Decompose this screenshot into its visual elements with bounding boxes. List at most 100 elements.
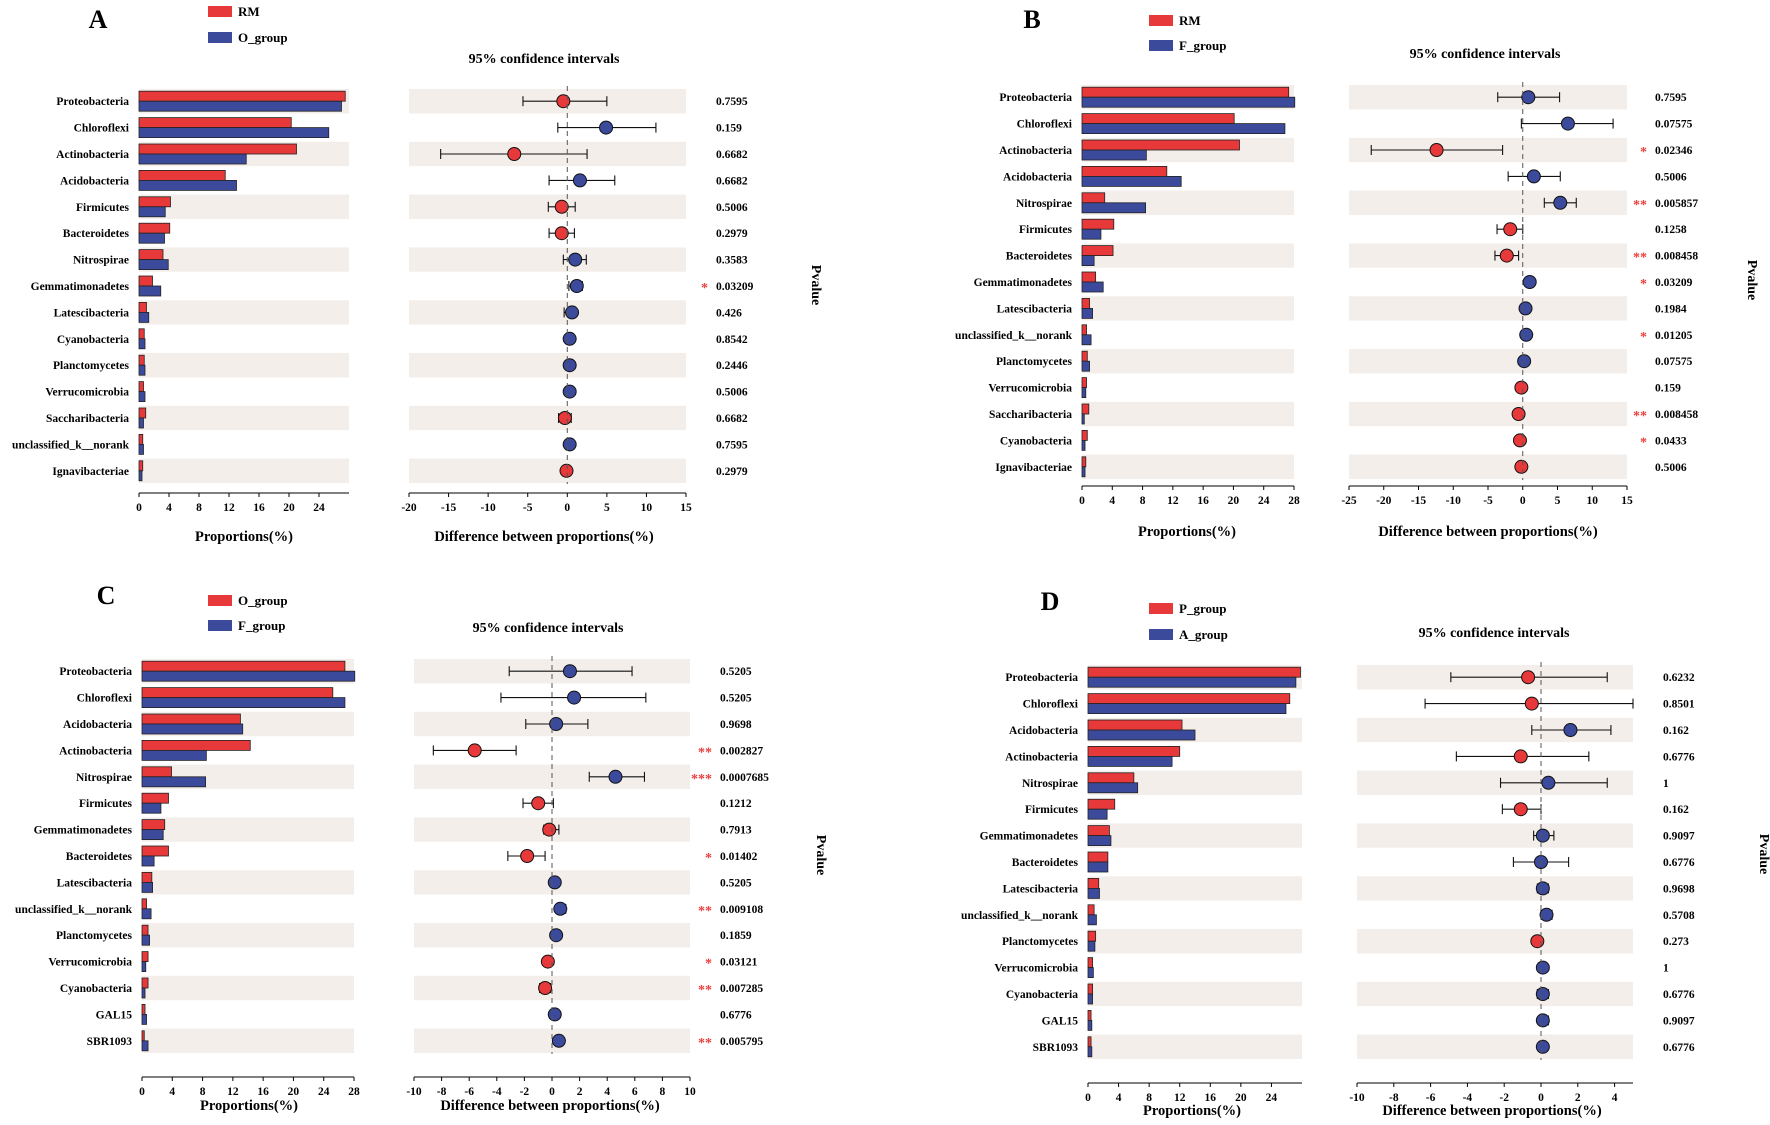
prop-tick-label: 4 [166,502,172,514]
bar-p_group [1087,983,1093,995]
prop-tick-label: 8 [1140,495,1146,507]
pvalue-label: 0.005857 [1655,198,1698,210]
stripe [1357,876,1633,901]
bar-f_group [1081,228,1102,240]
prop-tick-label: 12 [1174,1092,1186,1104]
category-label: Bacteroidetes [63,228,130,240]
pvalue-label: 0.03121 [720,957,758,969]
category-label: unclassified_k__norank [955,330,1073,342]
diff-point [531,796,546,811]
diff-tick-label: 0 [1520,495,1526,507]
prop-tick-label: 24 [313,502,325,514]
bar-rm [1081,245,1114,257]
category-label: Verrucomicrobia [48,957,132,969]
bar-rm [138,249,164,261]
diff-axis-title: Difference between proportions(%) [1378,524,1598,540]
legend-swatch-blue [208,32,232,43]
bar-o_group [141,660,346,672]
bar-a_group [1087,808,1108,820]
diff-point [1521,670,1536,685]
diff-axis-title: Difference between proportions(%) [440,1098,660,1114]
stripe [142,1028,354,1053]
prop-tick-label: 8 [196,502,202,514]
bar-f_group [141,723,244,735]
prop-tick-label: 0 [1079,495,1085,507]
panel-a: A RM O_group 95% confidence intervals Proteo… [12,4,823,545]
prop-tick-label: 16 [253,502,265,514]
diff-tick-label: 10 [1587,495,1599,507]
stripe [1088,1034,1302,1059]
stripe [139,194,349,219]
legend-swatch-red [1149,603,1173,614]
pvalue-label: 0.5205 [720,666,752,678]
prop-tick-label: 12 [1167,495,1179,507]
category-label: Actinobacteria [999,145,1072,157]
bar-f_group [1081,202,1146,214]
bar-f_group [141,1040,149,1052]
diff-point [1526,169,1541,184]
significance-star: * [701,281,708,296]
bar-f_group [1081,439,1086,451]
diff-point [567,690,582,705]
pvalue-label: 0.2979 [716,228,748,240]
pvalue-label: 0.03209 [1655,277,1693,289]
pvalue-label: 0.5006 [716,387,748,399]
diff-tick-label: 10 [641,502,653,514]
category-label: Nitrospirae [1016,198,1072,210]
stripe [409,405,686,431]
prop-tick-label: 24 [1266,1092,1278,1104]
bar-a_group [1087,993,1093,1005]
ci-title: 95% confidence intervals [1419,626,1570,641]
category-label: Firmicutes [76,202,130,214]
prop-tick-label: 0 [136,502,142,514]
diff-tick-label: -10 [406,1086,422,1098]
category-label: GAL15 [1042,1015,1079,1027]
stripe [1082,454,1294,479]
category-label: Cyanobacteria [57,334,129,346]
pvalue-label: 0.02346 [1655,145,1693,157]
pvalue-label: 0.426 [716,307,742,319]
bar-f_group [141,908,152,920]
bar-o_group [141,924,149,936]
diff-tick-label: -5 [1483,495,1493,507]
prop-tick-label: 0 [139,1086,145,1098]
diff-tick-label: -4 [1463,1092,1473,1104]
prop-tick-label: 8 [200,1086,206,1098]
diff-point [562,358,577,373]
bar-o_group [138,232,165,244]
diff-point [556,94,571,109]
bar-rm [138,196,171,208]
bar-a_group [1087,782,1139,794]
pvalue-label: 0.162 [1663,725,1689,737]
prop-tick-label: 20 [1228,495,1240,507]
pvalue-label: 0.002827 [720,745,763,757]
diff-point [1519,327,1534,342]
diff-point [1541,775,1556,790]
bar-o_group [138,127,330,138]
bar-f_group [141,882,153,893]
stripe [139,458,349,483]
bar-o_group [138,470,143,482]
diff-point [1535,828,1550,843]
ci-title: 95% confidence intervals [1410,47,1561,62]
diff-tick-label: -2 [1499,1092,1509,1104]
category-label: Ignavibacteriae [995,462,1072,474]
prop-tick-label: 12 [227,1086,239,1098]
diff-tick-label: -6 [464,1086,474,1098]
legend-label: RM [1179,13,1201,28]
bar-o_group [138,311,150,323]
bar-f_group [141,670,356,682]
pvalue-label: 0.2979 [716,466,748,478]
bar-f_group [141,1014,147,1025]
bar-o_group [141,687,334,698]
diff-tick-label: 2 [1575,1092,1581,1104]
bar-p_group [1087,666,1301,678]
bar-rm [138,143,297,155]
diff-point [557,411,572,425]
bar-o_group [138,338,146,350]
category-label: Proteobacteria [999,92,1072,104]
diff-point [1560,116,1575,131]
diff-tick-label: 10 [684,1086,696,1098]
diff-point [1563,723,1578,737]
